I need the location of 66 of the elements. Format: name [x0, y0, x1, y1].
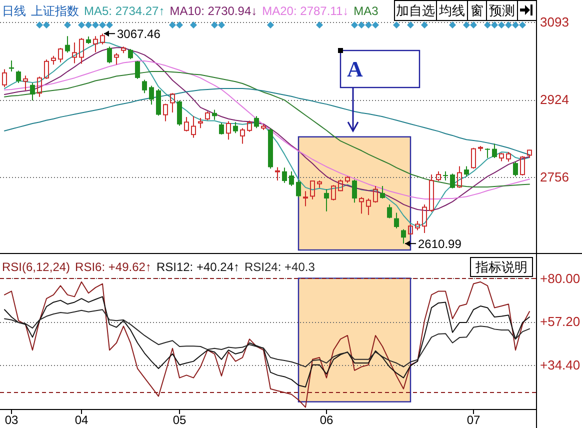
text: RSI12: +40.24↑	[156, 260, 240, 274]
candlestick	[233, 122, 238, 134]
series-label: RSI6: +49.62↑	[75, 260, 152, 274]
candlestick	[296, 180, 301, 198]
y-tick-label: 2756	[540, 169, 569, 184]
chart-subtitle: 上证指数	[31, 4, 79, 18]
text: MA3	[354, 4, 379, 18]
x-tick-label: 03	[4, 413, 18, 427]
y-tick-label: 3093	[540, 14, 569, 30]
x-tick-label: 07	[466, 413, 480, 427]
text: MA10: 2730.94↓	[170, 4, 258, 18]
annotation: 3067.46	[117, 27, 161, 42]
line-series	[4, 296, 530, 388]
y-tick-label: 2924	[540, 92, 569, 108]
x-tick-label: 04	[74, 413, 88, 427]
candlestick	[394, 212, 399, 229]
chart-title: 日线	[2, 4, 26, 18]
candlestick	[443, 170, 448, 182]
candlestick	[93, 36, 98, 53]
candlestick	[275, 166, 280, 182]
candlestick	[191, 116, 196, 138]
button: 预测	[486, 0, 518, 21]
candlestick	[142, 79, 147, 94]
candlestick	[352, 179, 357, 204]
candlestick	[324, 188, 329, 212]
button: 指标说明	[470, 257, 533, 277]
y-tick-label: +34.40	[540, 357, 580, 372]
candlestick	[485, 148, 490, 158]
line-series	[4, 309, 530, 368]
candlestick	[177, 100, 182, 126]
text: MA5: 2734.27↑	[84, 4, 165, 18]
text: MA20: 2787.11↓	[262, 4, 349, 18]
candlestick	[23, 75, 28, 91]
candlestick	[128, 48, 133, 60]
candlestick	[16, 70, 21, 84]
x-tick-label: 06	[320, 413, 334, 427]
candlestick	[450, 173, 455, 189]
candlestick	[30, 82, 35, 101]
candlestick	[464, 166, 469, 177]
candlestick	[65, 36, 70, 54]
button: 均线	[436, 0, 468, 21]
candlestick	[9, 60, 14, 72]
annotation: 2610.99	[418, 237, 462, 252]
candlestick	[107, 46, 112, 64]
x-tick-label: 05	[172, 413, 186, 427]
annotation: A	[347, 56, 363, 82]
candlestick	[492, 143, 497, 158]
text: RSI(6,12,24)	[2, 260, 70, 274]
y-tick-label: +80.00	[540, 270, 580, 286]
candlestick	[212, 109, 217, 120]
button: 窗	[467, 0, 487, 21]
button: 加自选	[394, 0, 437, 21]
candlestick	[149, 85, 154, 106]
candlestick	[135, 60, 140, 80]
candlestick	[282, 167, 287, 184]
candlestick	[303, 190, 308, 207]
candlestick	[513, 161, 518, 177]
candlestick	[380, 186, 385, 199]
candlestick	[401, 228, 406, 244]
candlestick	[219, 122, 224, 136]
candlestick	[387, 204, 392, 219]
y-tick-label: +57.20	[540, 314, 580, 330]
candlestick	[289, 170, 294, 187]
text: RSI24: +40.3	[244, 260, 316, 274]
candlestick	[254, 116, 259, 129]
annotation: 指标说明	[474, 260, 528, 274]
